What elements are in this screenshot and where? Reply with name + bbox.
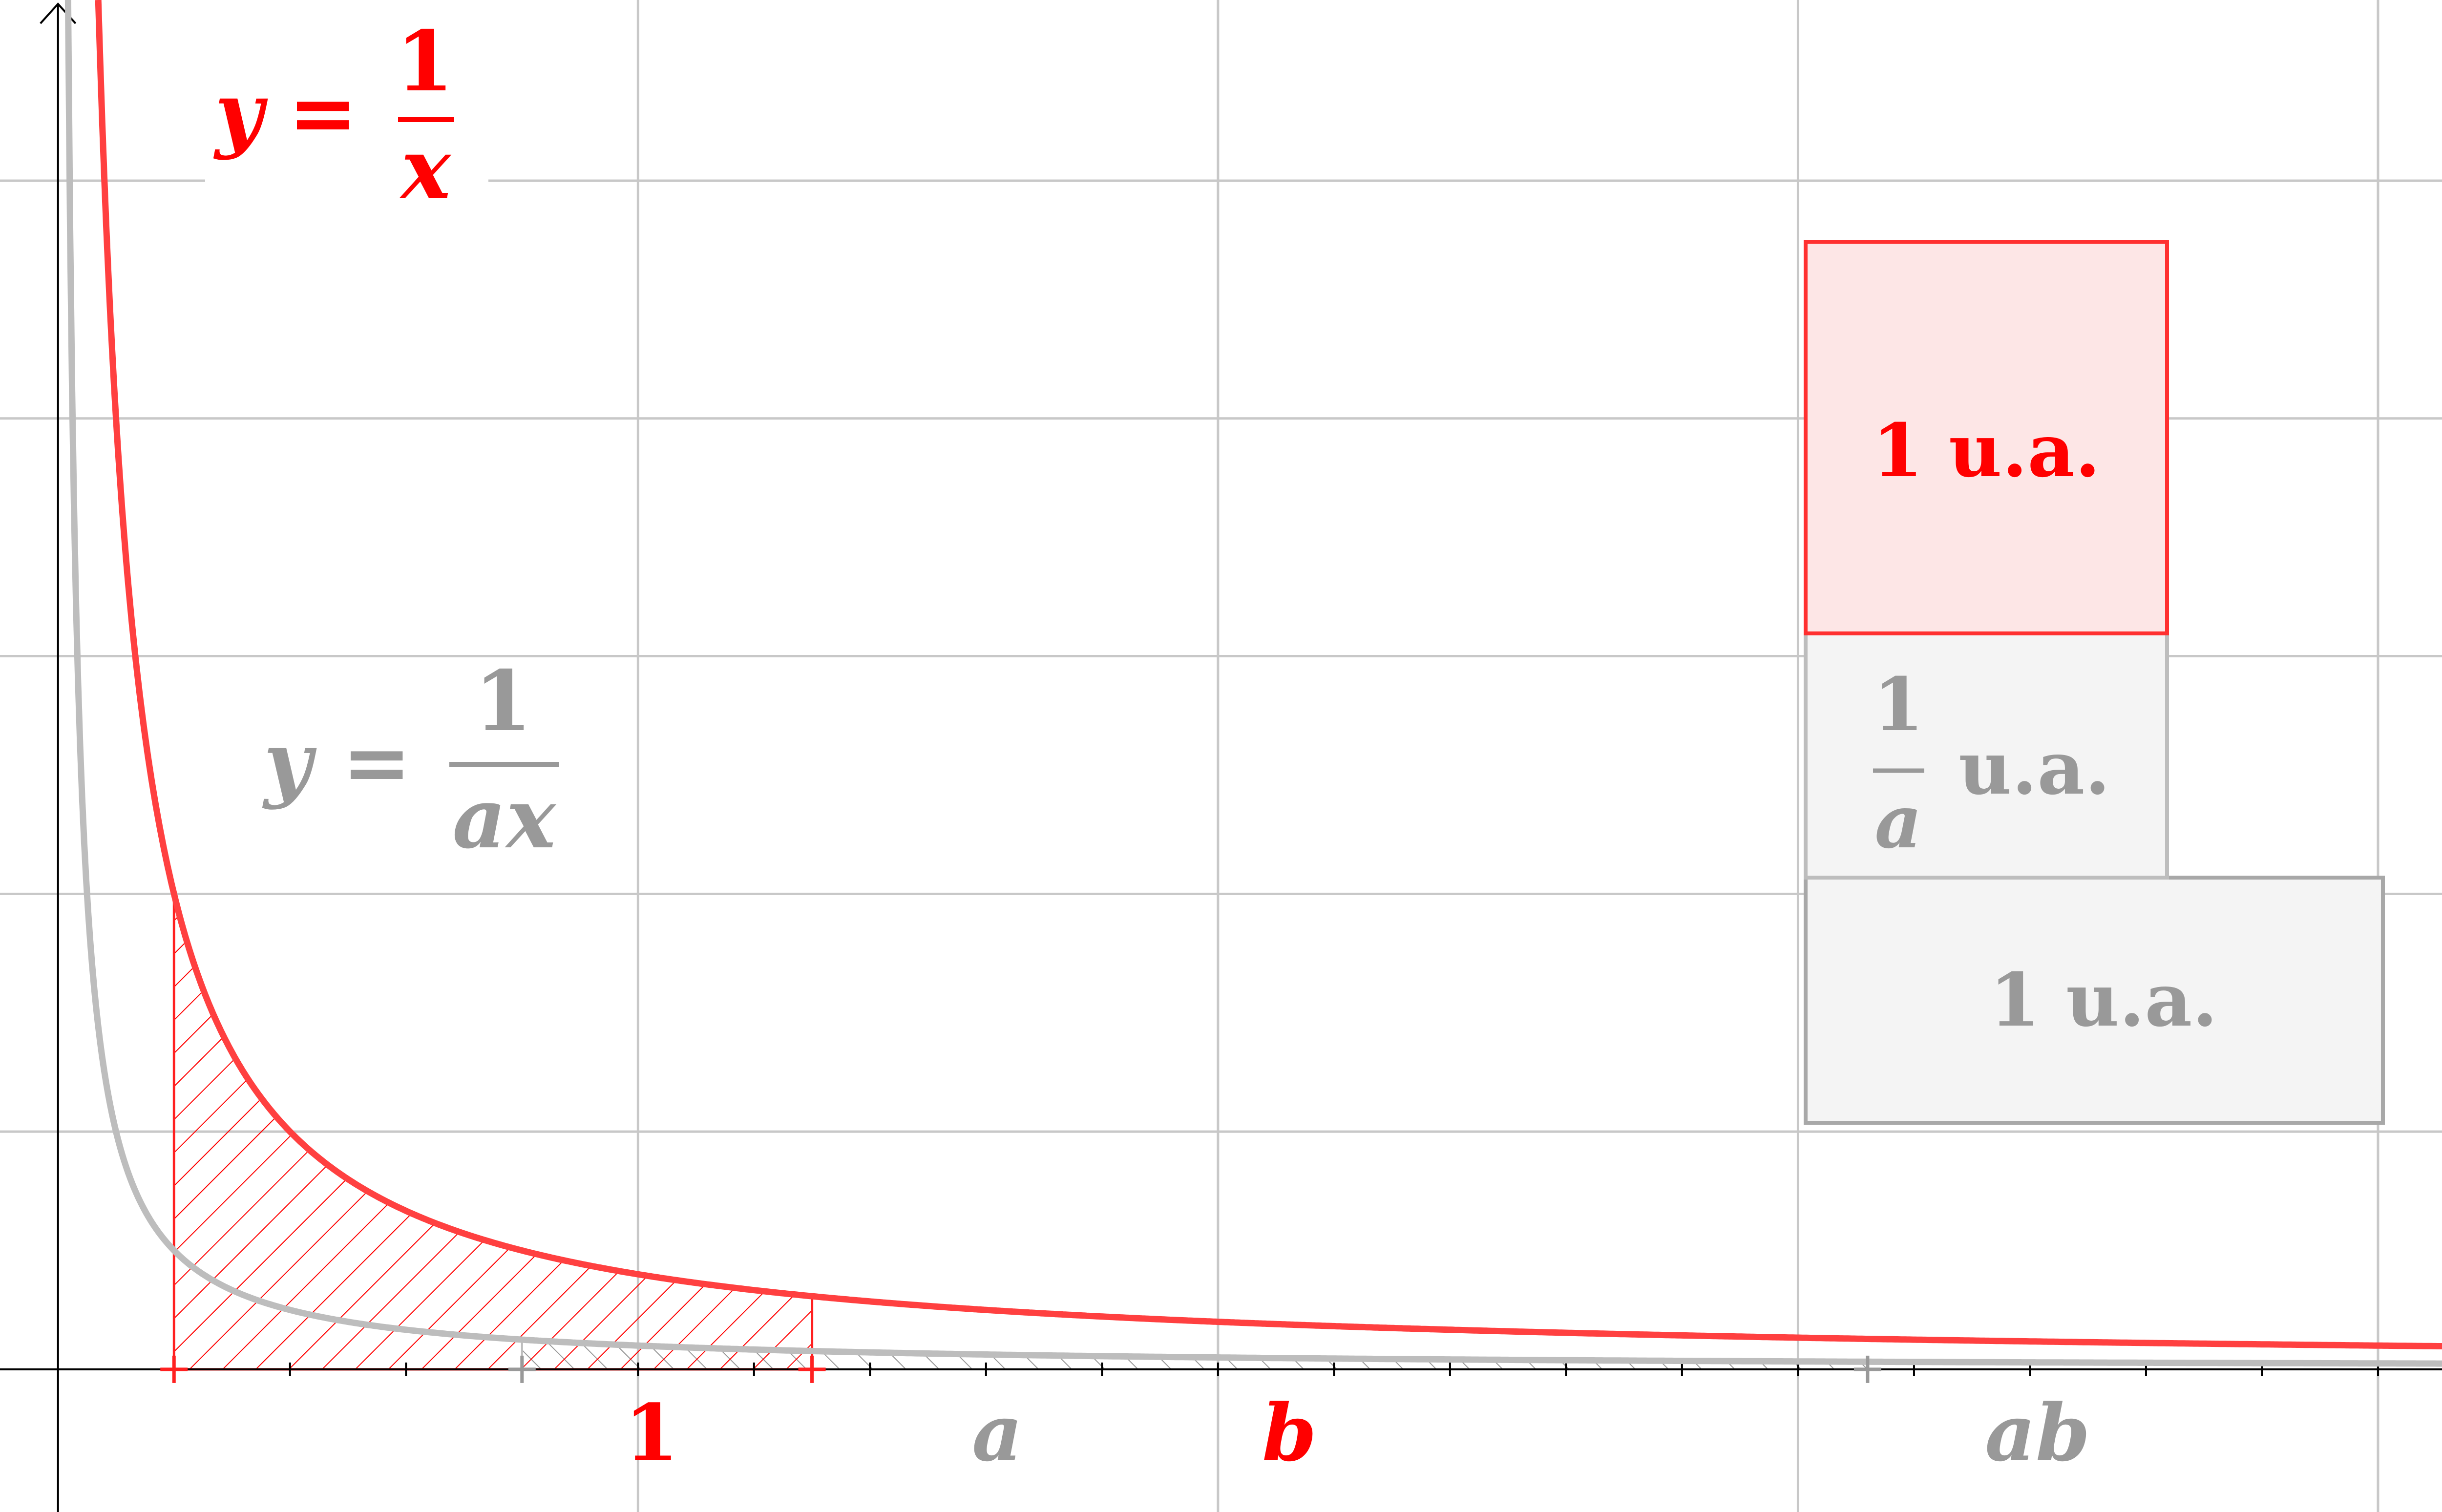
eq-red-denominator: x	[400, 120, 451, 218]
box-gray-fraction-denominator: a	[1874, 779, 1922, 865]
box-gray-fraction-unit: u.a.	[1958, 725, 2110, 811]
tick-label-1: 1	[624, 1387, 678, 1479]
tick-mark-1	[160, 1355, 188, 1383]
equation-red-label: y = 1 x	[205, 13, 488, 218]
tick-mark-b	[798, 1355, 826, 1383]
curves	[64, 0, 2442, 1367]
curve-one-over-x	[95, 0, 2442, 1350]
eq-red-equals: =	[288, 64, 358, 162]
tick-mark-ab	[1853, 1355, 1881, 1383]
special-ticks	[160, 1355, 1881, 1383]
eq-gray-lhs: y	[262, 714, 317, 811]
box-gray-fraction-numerator: 1	[1873, 662, 1924, 748]
tick-label-ab: ab	[1985, 1387, 2090, 1479]
box-red-label: 1 u.a.	[1872, 408, 2100, 494]
tick-mark-a	[508, 1355, 536, 1383]
eq-gray-numerator: 1	[474, 652, 532, 750]
box-gray-unit-label: 1 u.a.	[1989, 957, 2217, 1043]
box-gray-fraction	[1804, 631, 2169, 880]
eq-gray-equals: =	[342, 714, 411, 811]
red-hatched-area	[174, 894, 812, 1369]
area-boxes: 1 u.a. 1 a u.a. 1 u.a.	[1804, 240, 2385, 1125]
box-red-unit	[1804, 240, 2169, 635]
eq-gray-denominator: ax	[452, 770, 556, 867]
tick-label-a: a	[972, 1387, 1023, 1479]
curve-one-over-ax	[64, 0, 2442, 1367]
tick-label-b: b	[1262, 1387, 1317, 1479]
equation-gray-label: y = 1 ax	[262, 652, 559, 867]
box-gray-unit	[1804, 876, 2385, 1125]
eq-red-numerator: 1	[396, 13, 454, 110]
eq-red-lhs: y	[213, 64, 268, 162]
